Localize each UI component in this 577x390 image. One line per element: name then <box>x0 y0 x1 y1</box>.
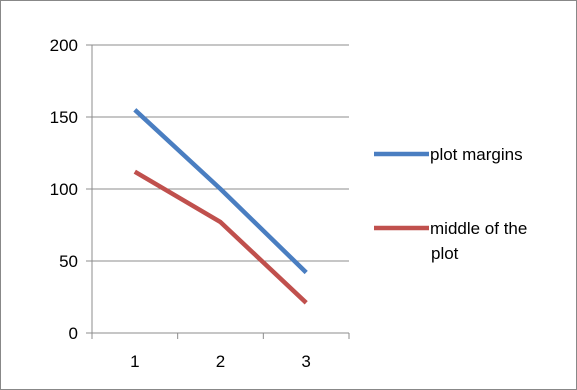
x-tick-label: 2 <box>216 352 225 371</box>
legend-label-line: middle of the <box>430 219 527 238</box>
x-tick-label: 3 <box>301 352 310 371</box>
legend-label-line: plot margins <box>430 145 523 164</box>
legend-item: plot margins <box>374 145 523 164</box>
legend-item: middle of the plot <box>374 219 527 263</box>
y-tick-label: 0 <box>69 324 78 343</box>
y-tick-label: 100 <box>50 180 78 199</box>
x-tick-label: 1 <box>130 352 139 371</box>
legend: plot margins middle of the plot <box>374 145 527 263</box>
series-lines <box>133 108 308 305</box>
gridlines <box>92 44 349 262</box>
legend-label-line: plot <box>431 244 459 263</box>
y-tick-label: 150 <box>50 108 78 127</box>
legend-label: plot margins <box>430 145 523 164</box>
legend-label: middle of the plot <box>430 219 527 263</box>
series-line-2 <box>133 169 308 305</box>
y-tick-label: 50 <box>59 252 78 271</box>
series-line-1 <box>133 108 308 275</box>
y-tick-label: 200 <box>50 36 78 55</box>
axes: 0 50 100 150 200 1 2 3 <box>50 36 350 371</box>
